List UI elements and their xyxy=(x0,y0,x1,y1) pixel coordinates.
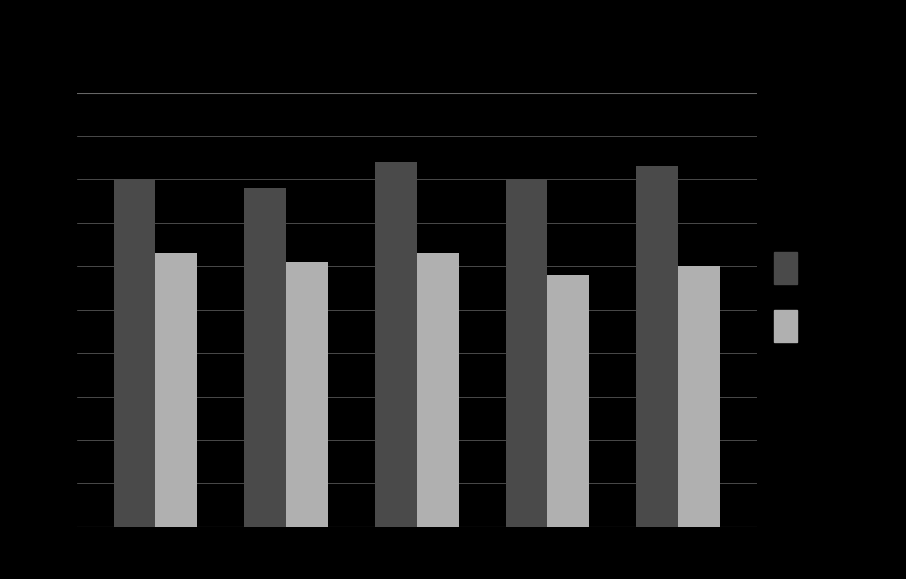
Bar xyxy=(156,254,198,527)
Bar xyxy=(774,310,796,342)
Bar xyxy=(113,179,156,527)
Bar xyxy=(506,179,547,527)
Bar xyxy=(636,167,678,527)
Bar xyxy=(774,252,796,284)
Bar xyxy=(678,266,720,527)
Bar xyxy=(375,162,417,527)
Bar xyxy=(547,275,589,527)
Bar xyxy=(245,188,286,527)
Bar xyxy=(286,262,328,527)
Bar xyxy=(417,254,458,527)
